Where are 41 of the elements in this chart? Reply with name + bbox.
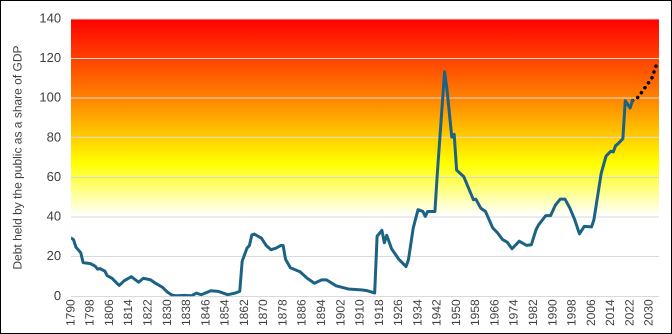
x-tick-label: 1886 — [294, 298, 309, 326]
x-tick-label: 2014 — [603, 298, 618, 326]
x-tick-label: 1950 — [448, 298, 463, 326]
x-tick-label: 1966 — [487, 298, 502, 326]
y-tick-label: 0 — [54, 288, 62, 303]
x-tick-label: 1798 — [82, 298, 97, 326]
x-tick-label: 2006 — [584, 298, 598, 326]
y-tick-label: 80 — [46, 129, 62, 144]
x-tick-label: 1814 — [121, 298, 136, 326]
x-tick-label: 1830 — [160, 298, 174, 326]
x-tick-label: 1862 — [236, 298, 251, 326]
x-tick-label: 1790 — [63, 298, 78, 326]
y-axis-title: Debt held by the public as a share of GDP — [10, 45, 25, 270]
x-tick-label: 1806 — [102, 298, 116, 326]
x-tick-label: 1998 — [564, 298, 579, 326]
x-tick-label: 1894 — [314, 298, 328, 326]
x-tick-label: 1878 — [275, 298, 290, 326]
x-tick-label: 1982 — [526, 298, 540, 326]
x-tick-label: 2022 — [622, 298, 636, 326]
y-tick-label: 40 — [46, 208, 62, 224]
y-tick-label: 100 — [39, 90, 62, 105]
x-tick-label: 1846 — [198, 298, 212, 326]
x-tick-label: 1942 — [430, 298, 444, 326]
x-tick-label: 1974 — [506, 298, 521, 326]
x-tick-label: 1926 — [391, 298, 406, 326]
x-tick-label: 1838 — [179, 298, 194, 326]
y-tick-label: 140 — [39, 10, 62, 26]
y-tick-label: 120 — [39, 50, 62, 66]
y-tick-label: 20 — [46, 248, 62, 264]
x-tick-label: 1870 — [256, 298, 270, 326]
y-tick-label: 60 — [46, 168, 62, 184]
x-tick-label: 2030 — [642, 298, 656, 326]
x-tick-label: 1990 — [545, 298, 560, 326]
x-tick-label: 1902 — [333, 298, 348, 326]
x-tick-label: 1854 — [218, 298, 232, 326]
x-tick-label: 1958 — [468, 298, 482, 326]
x-tick-label: 1910 — [352, 298, 367, 326]
x-tick-label: 1934 — [410, 298, 424, 326]
x-tick-label: 1822 — [140, 298, 155, 326]
x-tick-label: 1918 — [372, 298, 386, 326]
line-series — [630, 62, 658, 102]
